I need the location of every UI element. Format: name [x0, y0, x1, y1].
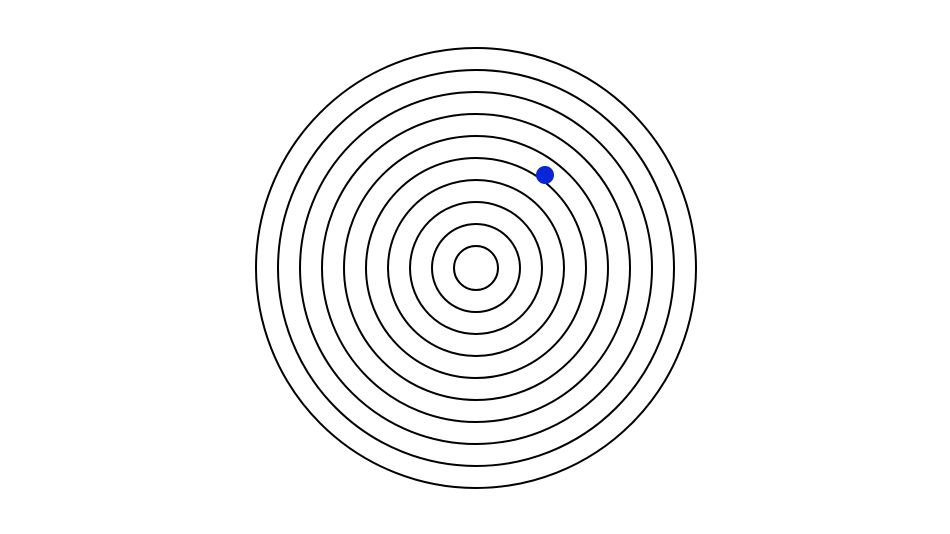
ring-1 [454, 246, 498, 290]
ring-3 [410, 202, 542, 334]
ring-9 [278, 70, 674, 466]
ring-8 [300, 92, 652, 444]
ring-5 [366, 158, 586, 378]
concentric-diagram [0, 0, 950, 534]
marker-dot [536, 166, 554, 184]
ring-4 [388, 180, 564, 356]
ring-2 [432, 224, 520, 312]
ring-7 [322, 114, 630, 422]
ring-6 [344, 136, 608, 400]
